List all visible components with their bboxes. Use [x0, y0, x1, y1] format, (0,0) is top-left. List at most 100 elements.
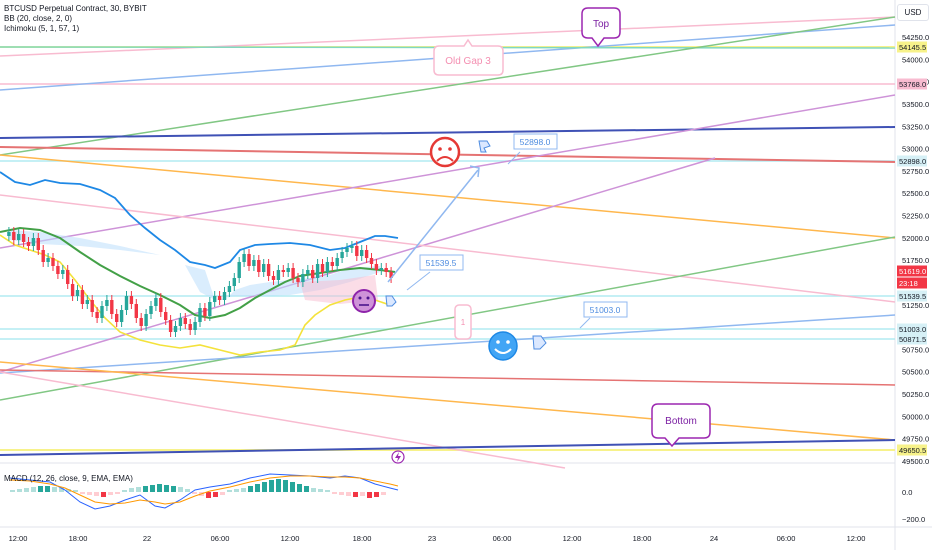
candle[interactable] — [262, 259, 266, 277]
candle[interactable] — [80, 285, 85, 309]
candle[interactable] — [124, 291, 129, 315]
candle[interactable] — [247, 249, 251, 271]
candle[interactable] — [301, 269, 305, 287]
candle[interactable] — [51, 253, 55, 271]
candle[interactable] — [134, 299, 138, 323]
candle[interactable] — [41, 245, 45, 267]
time-axis[interactable]: 12:00 18:00 22 06:00 12:00 18:00 23 06:00 12:00 1… — [9, 534, 866, 543]
candle[interactable] — [208, 297, 212, 321]
candle[interactable] — [384, 263, 388, 277]
candle[interactable] — [75, 285, 80, 301]
candle[interactable] — [164, 307, 168, 325]
candle[interactable] — [26, 237, 31, 251]
candle[interactable] — [242, 249, 246, 267]
candle[interactable] — [276, 265, 281, 285]
ichimoku-indicator-label[interactable]: Ichimoku (5, 1, 57, 1) — [4, 24, 80, 33]
candle[interactable] — [315, 259, 320, 283]
projection-arrow[interactable] — [387, 165, 480, 283]
candle[interactable] — [330, 257, 334, 271]
candle[interactable] — [306, 265, 310, 279]
candle[interactable] — [183, 313, 187, 329]
candle[interactable] — [320, 259, 325, 277]
candle[interactable] — [257, 255, 261, 277]
candle[interactable] — [350, 241, 354, 253]
candle[interactable] — [70, 279, 75, 301]
candle[interactable] — [66, 265, 70, 289]
currency-button[interactable]: USD — [897, 4, 929, 21]
top-callout[interactable]: Top — [581, 7, 621, 48]
candle[interactable] — [355, 241, 359, 261]
candle[interactable] — [281, 265, 285, 277]
candle[interactable] — [46, 253, 50, 267]
candle[interactable] — [188, 319, 192, 335]
candle[interactable] — [198, 303, 202, 327]
candle[interactable] — [203, 303, 207, 321]
candle[interactable] — [7, 227, 11, 241]
candle[interactable] — [149, 301, 153, 319]
candle[interactable] — [110, 295, 114, 319]
candle[interactable] — [340, 247, 344, 263]
candle[interactable] — [173, 321, 178, 337]
candle[interactable] — [193, 317, 197, 335]
bottom-callout[interactable]: Bottom — [651, 403, 711, 448]
candle[interactable] — [360, 245, 364, 261]
candle[interactable] — [369, 253, 374, 269]
candle[interactable] — [12, 227, 16, 245]
candle[interactable] — [213, 291, 217, 307]
candle[interactable] — [237, 257, 241, 283]
candle[interactable] — [178, 313, 183, 331]
candle[interactable] — [345, 243, 349, 257]
candle[interactable] — [374, 259, 379, 275]
candle[interactable] — [139, 313, 143, 331]
candle[interactable] — [21, 229, 26, 247]
candle[interactable] — [17, 229, 21, 245]
candle[interactable] — [36, 233, 40, 255]
candle[interactable] — [56, 261, 60, 279]
candle[interactable] — [286, 263, 290, 277]
candle[interactable] — [364, 245, 369, 263]
lightning-icon[interactable] — [391, 450, 405, 464]
candlesticks[interactable] — [7, 227, 393, 337]
candle[interactable] — [159, 293, 163, 317]
candle[interactable] — [325, 257, 330, 277]
candle[interactable] — [154, 293, 158, 311]
neutral-face-icon[interactable] — [352, 289, 376, 313]
candle[interactable] — [335, 253, 339, 271]
candle[interactable] — [222, 287, 227, 305]
callout-52898[interactable]: 52898.0 — [507, 133, 558, 165]
candle[interactable] — [379, 263, 383, 275]
candle[interactable] — [389, 267, 393, 283]
happy-face-icon[interactable] — [488, 331, 518, 361]
candle[interactable] — [129, 291, 134, 309]
candle[interactable] — [85, 295, 89, 309]
candle[interactable] — [115, 309, 119, 327]
price-axis[interactable]: 54250.054000.053750.053500.053250.053000… — [902, 33, 929, 466]
candle[interactable] — [232, 273, 236, 291]
candle[interactable] — [144, 309, 148, 331]
candle[interactable] — [90, 295, 94, 317]
candle[interactable] — [61, 265, 65, 279]
candle[interactable] — [168, 315, 173, 337]
callout-51003[interactable]: 51003.0 — [579, 301, 628, 329]
candle[interactable] — [31, 233, 36, 251]
candle[interactable] — [119, 305, 124, 327]
candle[interactable] — [252, 255, 256, 271]
candle[interactable] — [105, 295, 109, 311]
candle[interactable] — [266, 259, 271, 281]
candle[interactable] — [217, 291, 222, 305]
old-gap-callout[interactable]: Old Gap 3 — [433, 38, 504, 76]
candle[interactable] — [296, 273, 300, 287]
candle[interactable] — [227, 281, 232, 297]
candle[interactable] — [291, 263, 295, 283]
gap-marker[interactable]: 1 — [454, 304, 472, 340]
bb-indicator-label[interactable]: BB (20, close, 2, 0) — [4, 14, 73, 23]
candle[interactable] — [311, 265, 315, 283]
symbol-title[interactable]: BTCUSD Perpetual Contract, 30, BYBIT — [4, 4, 147, 13]
candle[interactable] — [271, 271, 276, 285]
candle[interactable] — [95, 307, 99, 323]
macd-indicator-label[interactable]: MACD (12, 26, close, 9, EMA, EMA) — [4, 474, 133, 483]
sad-face-icon[interactable] — [429, 136, 461, 168]
candle[interactable] — [100, 301, 104, 323]
callout-51539[interactable]: 51539.5 — [406, 254, 464, 291]
